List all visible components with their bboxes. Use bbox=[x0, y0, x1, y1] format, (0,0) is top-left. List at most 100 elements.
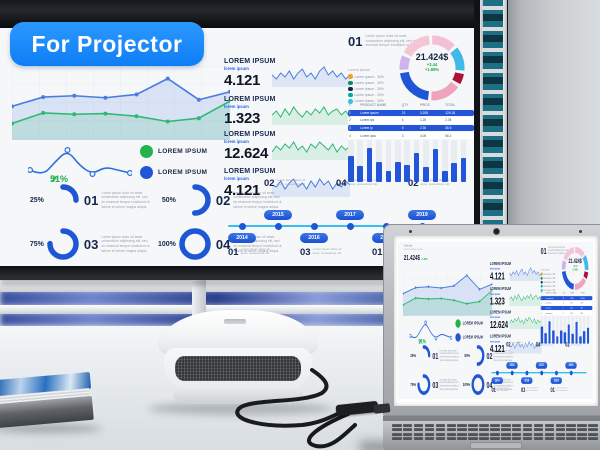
table-header-cell: PRICE bbox=[570, 291, 575, 295]
kpi-number: 04 bbox=[486, 379, 493, 390]
bar-track bbox=[423, 140, 429, 182]
timeline-item-number: 01 bbox=[550, 386, 555, 394]
kpi-percent: 75% bbox=[410, 382, 416, 387]
timeline-dot bbox=[569, 370, 573, 376]
timeline-dot bbox=[238, 223, 246, 230]
bar-track bbox=[460, 140, 467, 182]
donut-legend-dot bbox=[540, 284, 543, 288]
bar bbox=[575, 322, 578, 344]
donut-legend-item: Lorem ipsum - 30% bbox=[540, 280, 559, 284]
timeline-year-pill: 2019 bbox=[408, 210, 436, 220]
bar bbox=[460, 157, 467, 182]
kpi-number: 01 bbox=[432, 350, 439, 361]
donut-note-number: 01 bbox=[540, 245, 547, 256]
laptop-webcam bbox=[493, 228, 500, 235]
timeline-item-number: 02 bbox=[264, 178, 275, 189]
laptop-touchpad bbox=[470, 442, 522, 449]
laptop-key bbox=[457, 436, 467, 441]
timeline-line bbox=[228, 225, 460, 228]
kpi-text: Lorem ipsum dolor sit amet, consectetur … bbox=[439, 349, 460, 362]
donut-legend-label: Lorem ipsum - 30% bbox=[543, 285, 556, 288]
area-chart bbox=[12, 66, 230, 140]
laptop-key bbox=[588, 432, 598, 436]
bar-track bbox=[376, 140, 382, 182]
total-kpi: Total data Lorem ipsum dolor sit amet 21… bbox=[404, 244, 441, 266]
laptop-keyboard-deck bbox=[383, 421, 600, 450]
donut-legend-label: Lorem ipsum - 30% bbox=[354, 93, 384, 98]
kpi-item: 50% 02 Lorem ipsum dolor sit amet, consect… bbox=[156, 180, 284, 220]
projector-base bbox=[173, 388, 303, 404]
laptop-key bbox=[522, 428, 533, 432]
bar-track bbox=[432, 140, 439, 182]
timeline-year-pill: 2015 bbox=[264, 210, 292, 220]
projector bbox=[158, 310, 318, 406]
stat-row: LOREM IPSUM lorem ipsum 4.121 bbox=[224, 168, 354, 199]
table-cell: 3 bbox=[562, 311, 564, 315]
kpi-donut bbox=[47, 228, 79, 260]
bar-track bbox=[385, 140, 392, 182]
laptop-key bbox=[446, 432, 456, 436]
stat-title: LOREM IPSUM bbox=[224, 58, 276, 65]
laptop-key bbox=[413, 432, 424, 436]
table-cell: 21 bbox=[401, 110, 406, 115]
table-cell: 2.35 bbox=[580, 301, 584, 305]
bar bbox=[548, 321, 551, 344]
donut-legend-dot bbox=[540, 276, 543, 280]
laptop-key bbox=[479, 424, 489, 428]
timeline-year-pill: 2017 bbox=[535, 362, 548, 369]
laptop-key bbox=[511, 432, 522, 436]
trend-chart-svg bbox=[28, 146, 132, 178]
table-cell: 5 bbox=[562, 306, 564, 310]
laptop-keyboard bbox=[392, 424, 600, 441]
table-cell: 128.1$ bbox=[580, 296, 585, 300]
timeline-dot bbox=[346, 223, 354, 230]
stat-title: LOREM IPSUM bbox=[489, 286, 511, 292]
table-cell: 4.05 bbox=[570, 311, 573, 315]
donut-center-delta-pct: +1.88% bbox=[424, 67, 440, 72]
donut-center-delta-pct: +1.88% bbox=[572, 267, 579, 272]
laptop-key bbox=[446, 424, 456, 428]
kpi-number: 02 bbox=[215, 192, 231, 208]
total-kpi-delta: +1.88% bbox=[421, 257, 428, 261]
laptop-key bbox=[457, 424, 467, 428]
bar bbox=[559, 330, 563, 344]
kpi-number: 01 bbox=[83, 192, 99, 208]
laptop-key bbox=[435, 432, 446, 436]
timeline-item-text: Lorem ipsum dolor sit amet, consectetur … bbox=[496, 386, 509, 392]
kpi-item: 25% 01 Lorem ipsum dolor sit amet, consect… bbox=[408, 342, 460, 368]
timeline-dot bbox=[525, 370, 529, 376]
donut-legend-dot bbox=[540, 272, 543, 276]
ladder-rail-left bbox=[479, 0, 483, 284]
table-row: 3 Lorem ip 5 2.30 38.5 bbox=[348, 124, 474, 132]
donut-legend-item: Lorem ipsum - 30% bbox=[540, 272, 559, 276]
bar-track bbox=[567, 315, 570, 344]
table-header-cell: # bbox=[349, 103, 351, 108]
laptop-key bbox=[533, 428, 544, 432]
donut-note-text: Lorem ipsum dolor sit amet, consectetur … bbox=[547, 245, 571, 255]
laptop-key bbox=[490, 436, 500, 441]
stat-sparkline bbox=[272, 66, 350, 87]
kpi-percent: 100% bbox=[157, 240, 176, 248]
donut-center-delta: +3.44 bbox=[426, 62, 438, 67]
timeline-year-pill: 2016 bbox=[300, 233, 328, 243]
projector-grille bbox=[175, 356, 301, 381]
table-row: 2 Lorem ips 4 1.25 2.35 bbox=[348, 117, 474, 124]
legend-item: LOREM IPSUM bbox=[140, 165, 207, 179]
kpi-donut bbox=[417, 345, 431, 366]
table-cell: Lorem ips bbox=[545, 301, 552, 305]
stat-title: LOREM IPSUM bbox=[489, 261, 511, 267]
bar-track bbox=[413, 140, 420, 182]
laptop-key bbox=[555, 428, 565, 432]
bar bbox=[451, 162, 457, 182]
laptop-hinge bbox=[383, 416, 600, 421]
laptop-key bbox=[501, 436, 511, 441]
total-kpi-value: 21.424$ bbox=[403, 253, 421, 262]
table-row: 2 Lorem ips 4 1.25 2.35 bbox=[540, 300, 593, 306]
stat-row: LOREM IPSUM lorem ipsum 12.624 bbox=[490, 310, 543, 330]
laptop-key bbox=[468, 428, 478, 432]
donut-legend: Lorem ipsum Lorem ipsum - 30% Lorem ipsum… bbox=[540, 268, 559, 292]
laptop-key bbox=[522, 432, 533, 436]
table-cell: 38.5 bbox=[445, 125, 452, 130]
bar bbox=[571, 333, 574, 344]
